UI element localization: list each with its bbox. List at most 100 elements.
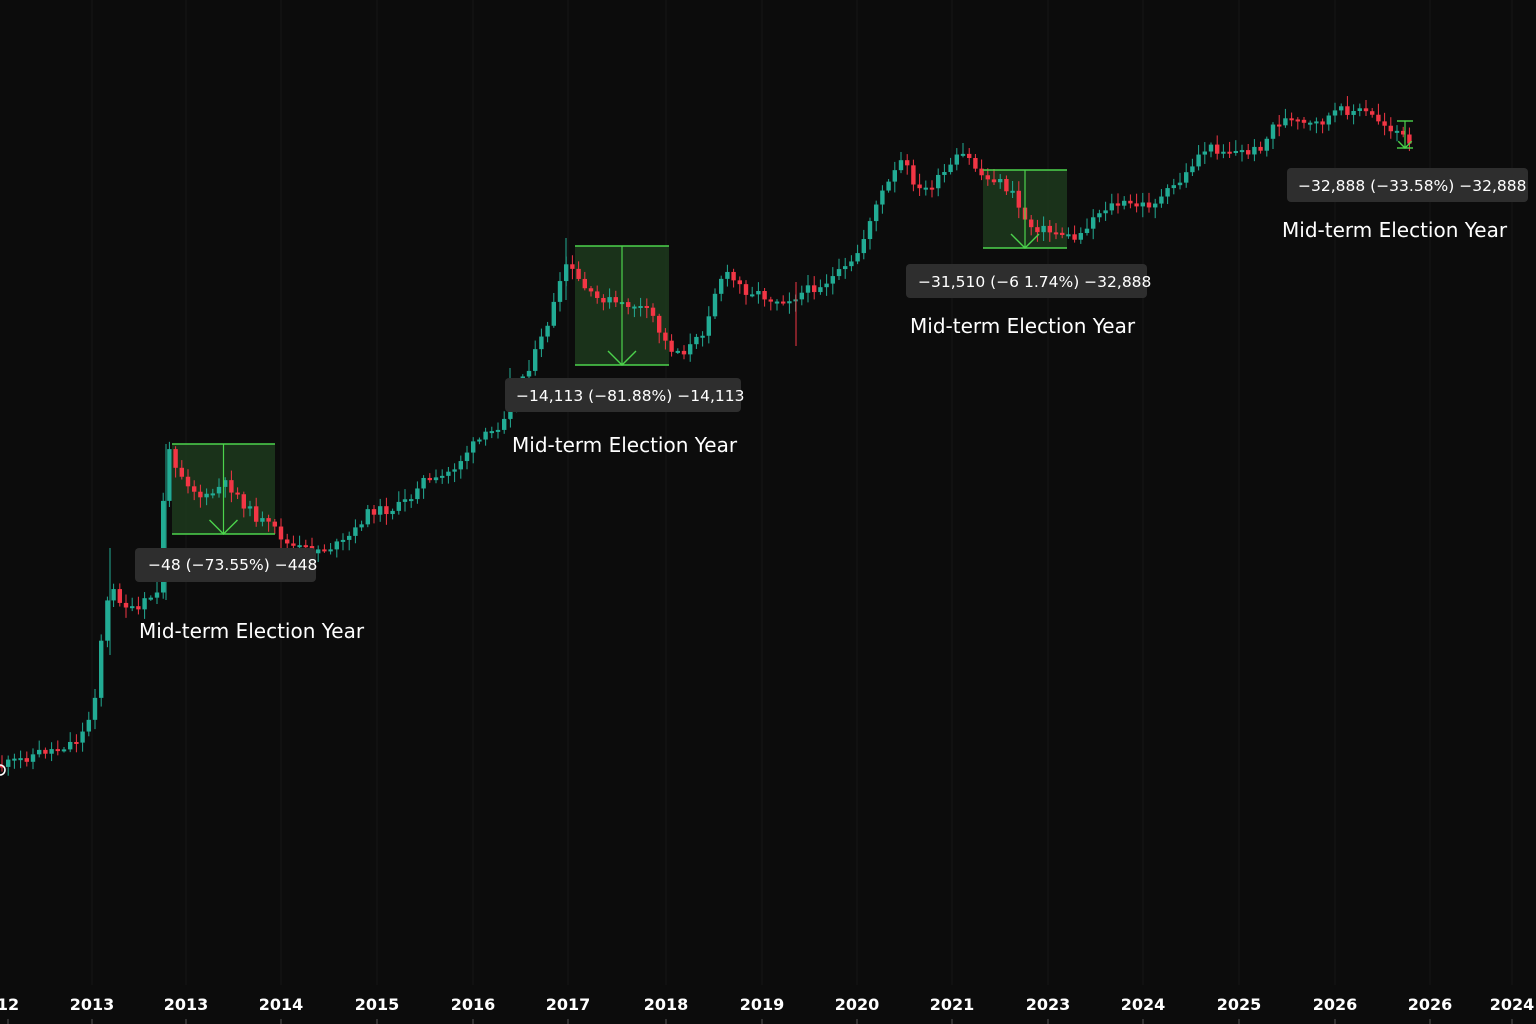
candle-body [489,431,494,434]
candle-body [967,153,972,159]
candle-body [1252,146,1257,155]
candle-body [836,269,842,277]
candle-body [12,758,17,761]
candle-body [768,299,773,302]
candle-body [340,539,346,542]
candle-body [843,266,848,270]
candle-body [1177,182,1183,186]
candle-body [495,429,501,432]
range-arrows [172,120,1413,535]
candle-body [607,297,612,303]
candle-body [142,598,147,610]
candle-body [911,165,916,185]
x-tick-label: 2014 [259,995,304,1014]
x-tick-label: 2021 [930,995,975,1014]
candle-body [1376,114,1381,122]
candle-body [1146,202,1152,208]
candle-body [650,307,656,316]
candle-body [582,278,587,289]
candle-body [1029,219,1034,228]
candle-body [1363,108,1369,112]
candle-body [210,493,215,496]
candle-body [880,190,885,205]
candle-body [1004,179,1009,192]
candle-body [1184,172,1189,183]
candle-body [1215,144,1220,154]
x-tick-label: 2025 [1217,995,1262,1014]
candle-body [1208,144,1214,152]
chart-grid [91,0,1513,985]
candle-body [229,480,234,493]
candle-body [756,290,761,295]
candle-body [1109,203,1114,211]
candle-body [1270,124,1276,139]
candle-body [37,749,42,755]
candle-body [254,506,259,522]
candle-body [0,765,5,768]
arrow-head-icon [1010,233,1040,249]
candle-body [960,153,966,156]
candle-body [1010,190,1015,193]
candle-body [1289,118,1294,121]
candle-body [1370,111,1375,115]
candle-body [105,600,110,641]
annotation-label: Mid-term Election Year [910,314,1136,338]
candle-body [1394,130,1400,133]
candle-body [136,606,141,610]
candle-body [390,510,395,515]
candle-body [849,261,854,267]
candle-body [681,350,687,355]
candle-body [669,340,674,352]
candle-body [1122,200,1127,206]
candle-body [762,290,767,300]
candle-body [223,480,228,487]
candle-body [1140,202,1145,207]
candle-body [1227,151,1232,154]
candle-body [1320,121,1325,125]
annotation-label: Mid-term Election Year [512,433,738,457]
candle-body [173,449,178,468]
candle-body [1078,233,1083,240]
candle-body [1233,150,1238,153]
candle-body [1041,225,1046,233]
candle-body [1345,106,1350,115]
x-tick-label: 2024 [1121,995,1166,1014]
candle-body [1072,234,1077,240]
candle-body [1115,203,1121,206]
candle-body [905,160,910,166]
arrow-head-icon [607,350,637,366]
candle-body [148,597,153,600]
candle-body [799,292,804,300]
candle-body [421,477,426,489]
candle-body [632,306,637,309]
arrow-head-icon [1397,140,1413,149]
candle-body [1134,203,1139,207]
candle-body [1053,232,1059,235]
candle-body [92,697,98,720]
candle-body [49,749,54,754]
candle-body [787,301,792,304]
candle-body [1202,151,1207,155]
measure-bubble [505,378,741,412]
candle-body [68,741,73,750]
candle-body [1035,227,1040,233]
candle-body [1159,196,1164,204]
candle-body [985,175,990,180]
candle-body [1246,150,1251,155]
candle-body [613,297,618,303]
candle-body [247,506,253,509]
candle-body [1283,118,1288,126]
x-tick-label: 2023 [1026,995,1071,1014]
candle-body [1351,110,1356,115]
candle-body [1165,188,1170,197]
candle-body [638,306,643,309]
x-tick-label: 2026 [1313,995,1358,1014]
candle-body [359,524,364,528]
candle-body [551,301,556,326]
candle-body [557,281,563,302]
candle-body [1401,130,1406,135]
candle-body [1196,154,1201,167]
candle-body [322,549,327,552]
candle-body [731,271,736,281]
candle-body [347,535,352,540]
